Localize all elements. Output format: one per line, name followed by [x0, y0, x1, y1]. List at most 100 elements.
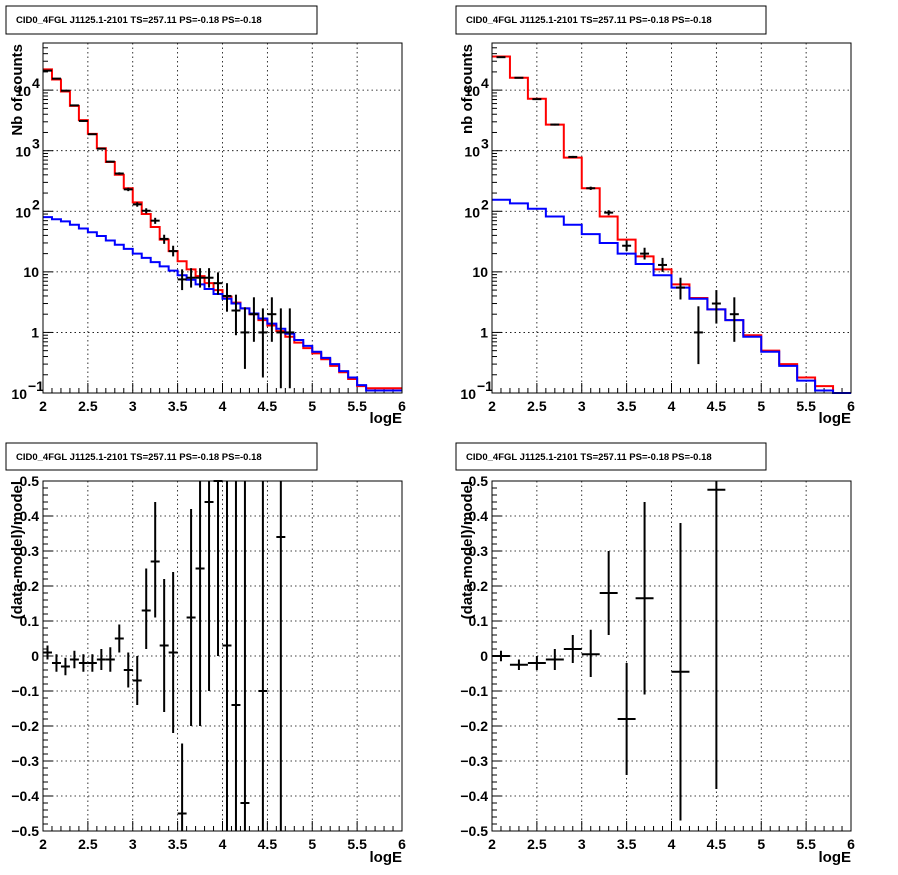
data-point: [658, 257, 668, 272]
data-point: [276, 481, 286, 831]
y-tick-label: −0.1: [460, 683, 488, 699]
y-tick-label: 0.5: [20, 473, 40, 489]
data-point: [599, 551, 618, 635]
data-point: [276, 308, 286, 389]
data-point: [213, 272, 223, 295]
x-tick-label: 4: [668, 836, 676, 852]
x-tick-label: 3.5: [617, 836, 637, 852]
data-point: [195, 481, 205, 726]
data-point: [729, 297, 739, 342]
y-tick-label: 0.3: [20, 543, 40, 559]
panel-title: CID0_4FGL J1125.1-2101 TS=257.11 PS=-0.1…: [16, 452, 262, 463]
data-point: [249, 297, 259, 342]
y-tick-label: 0.4: [20, 508, 40, 524]
data-point: [222, 481, 232, 831]
x-tick-label: 3: [578, 836, 586, 852]
data-point: [60, 657, 70, 676]
y-axis-label: (data-model)/model: [459, 481, 476, 619]
data-point: [195, 268, 205, 288]
y-tick-exponent: −1: [477, 378, 493, 394]
plot-frame: [42, 480, 403, 832]
data-point: [123, 652, 133, 688]
y-tick-label: 10: [464, 204, 480, 220]
data-point: [213, 480, 223, 656]
data-point: [258, 481, 268, 831]
y-tick-label: 10: [15, 144, 31, 160]
data-point: [159, 579, 169, 712]
data-point: [568, 155, 578, 158]
y-tick-exponent: 3: [481, 136, 489, 152]
data-point: [496, 56, 506, 59]
data-point: [604, 210, 614, 216]
title-box: [455, 442, 767, 471]
data-point: [711, 290, 721, 324]
data-point: [168, 245, 178, 257]
data-point: [622, 240, 632, 252]
y-tick-label: 1: [480, 324, 488, 340]
x-tick-label: 4: [219, 398, 227, 414]
data-point: [671, 523, 690, 821]
x-axis-label: logE: [819, 849, 852, 866]
x-tick-label: 3: [129, 398, 137, 414]
data-point: [693, 306, 703, 365]
y-tick-label: 0.2: [20, 578, 40, 594]
data-point: [231, 481, 241, 831]
data-point: [87, 654, 97, 672]
data-point: [96, 649, 106, 670]
x-tick-label: 5.5: [796, 836, 816, 852]
x-tick-label: 2.5: [78, 398, 98, 414]
y-tick-exponent: 4: [32, 75, 40, 91]
y-tick-label: 0.3: [469, 543, 489, 559]
model-component-histogram: [492, 198, 851, 394]
y-tick-exponent: 4: [481, 75, 489, 91]
panel-title: CID0_4FGL J1125.1-2101 TS=257.11 PS=-0.1…: [16, 15, 262, 26]
x-tick-label: 5: [757, 836, 765, 852]
data-point: [69, 104, 79, 107]
data-point: [240, 307, 250, 369]
data-point: [509, 659, 528, 670]
x-tick-label: 3.5: [168, 836, 188, 852]
data-point: [132, 202, 142, 207]
data-point: [581, 629, 600, 677]
y-tick-label: 10: [15, 83, 31, 99]
y-tick-label: 10: [23, 264, 39, 280]
x-tick-label: 3: [129, 836, 137, 852]
data-point: [240, 481, 250, 831]
plot-frame: [491, 42, 852, 394]
x-tick-label: 5.5: [347, 398, 367, 414]
title-box: [455, 5, 767, 35]
data-point: [617, 663, 636, 775]
panel-bottom-right: 2 2.5 3 3.5 4 4.5 5 5.5 6 −0.5 −0.4 −0.3 −0.2 −0.1 0 0.…: [455, 442, 855, 866]
x-tick-label: 5.5: [796, 398, 816, 414]
plot-frame: [42, 42, 403, 394]
plot-frame: [491, 480, 852, 832]
data-point: [159, 234, 169, 244]
y-tick-label: −0.2: [460, 718, 488, 734]
y-tick-label: 0.5: [469, 473, 489, 489]
data-point: [87, 133, 97, 136]
y-tick-label: 10: [11, 386, 27, 402]
y-tick-label: −0.1: [11, 683, 39, 699]
y-tick-label: 10: [464, 83, 480, 99]
data-point: [51, 654, 61, 672]
y-tick-label: −0.5: [11, 823, 39, 839]
x-tick-label: 2: [39, 398, 47, 414]
data-point: [150, 502, 160, 618]
x-tick-label: 4.5: [707, 836, 727, 852]
data-point: [258, 308, 268, 378]
data-point: [132, 656, 142, 705]
x-tick-label: 2: [39, 836, 47, 852]
x-tick-label: 5: [308, 398, 316, 414]
model-component-histogram: [43, 216, 402, 392]
data-point: [532, 98, 542, 101]
x-tick-label: 2.5: [78, 836, 98, 852]
data-point: [222, 283, 232, 312]
x-tick-label: 6: [398, 398, 406, 414]
data-point: [586, 186, 596, 190]
y-tick-label: −0.2: [11, 718, 39, 734]
data-point: [96, 147, 106, 150]
data-point: [635, 502, 654, 695]
data-point: [60, 89, 70, 92]
x-tick-label: 3.5: [617, 398, 637, 414]
